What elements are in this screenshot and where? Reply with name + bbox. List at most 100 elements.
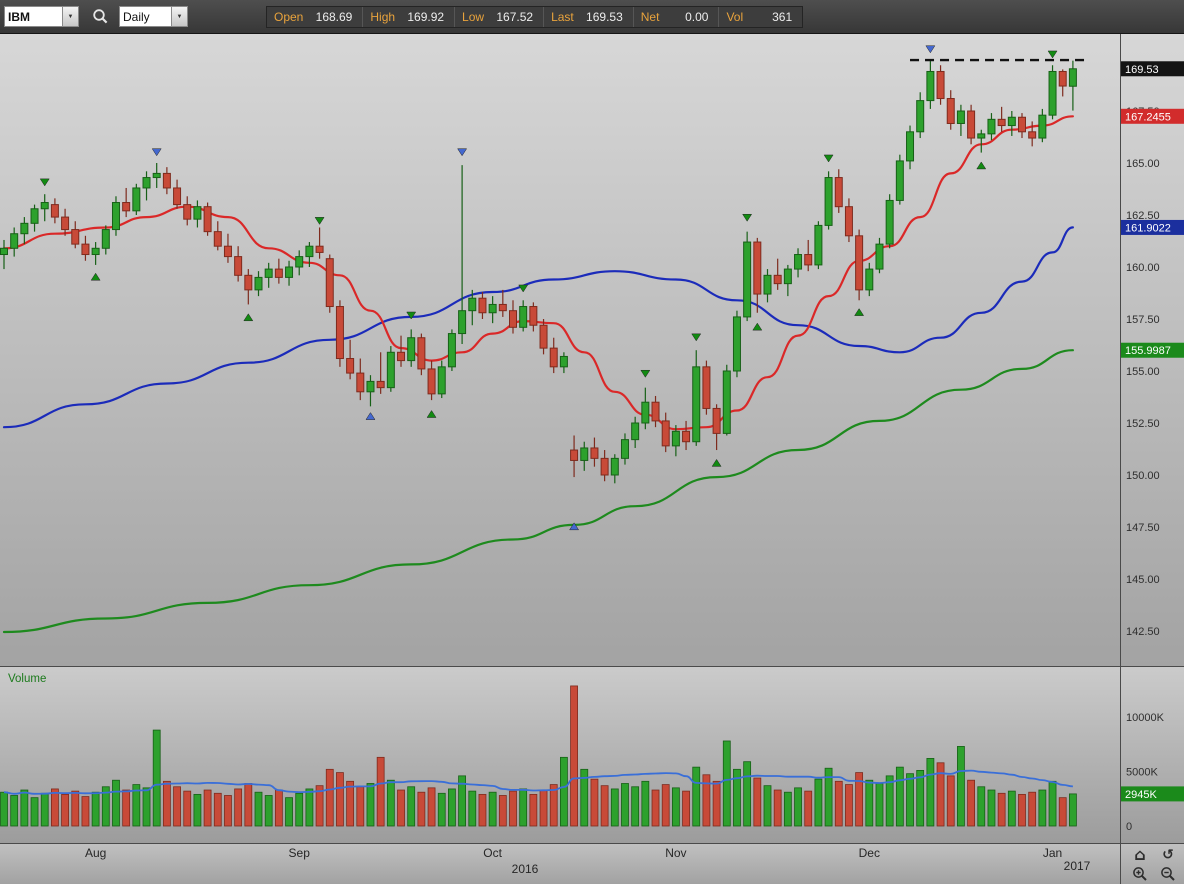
signal-arrow [39,178,50,187]
candle-body [1018,116,1026,133]
candle-body [213,231,222,247]
volume-bar [529,793,538,827]
price-tick: 142.50 [1126,626,1160,638]
symbol-dropdown-button[interactable]: ▼ [62,6,79,27]
volume-bar [142,787,151,827]
price-tick: 147.50 [1126,522,1160,534]
volume-ma-line [3,769,1073,795]
candle-body [447,333,456,368]
axes: 167.50165.00162.50160.00157.50155.00152.… [8,61,1184,876]
candle-body [81,243,90,256]
volume-bar [580,768,589,827]
volume-bar [10,795,19,827]
volume-bar [967,779,975,827]
candle-body [956,110,965,124]
volume-bar [794,787,802,827]
home-icon[interactable]: ⌂ [1134,844,1146,864]
candle-body [590,447,599,459]
signal-arrow [314,217,325,225]
quote-label: Open [274,9,304,24]
candle-body [631,422,640,441]
zoom-in-icon[interactable] [1131,865,1149,883]
volume-bar [112,779,120,827]
candle-body [356,372,365,393]
candle-body [71,229,80,245]
volume-bar [763,785,772,827]
candle-body [529,306,538,326]
timeframe-input[interactable] [119,6,171,27]
candle-body [122,202,131,212]
candle-body [325,258,334,308]
volume-bar [122,789,131,827]
volume-bar [733,768,741,827]
candle-body [397,351,406,362]
volume-bar [1038,789,1047,827]
candle-body [40,202,49,210]
volume-bar [213,792,222,827]
volume-bar [651,789,660,827]
candle-body [824,177,833,226]
volume-bar [895,766,904,827]
search-button[interactable] [87,5,113,29]
zoom-out-icon[interactable] [1159,865,1177,883]
undo-icon[interactable]: ↺ [1162,846,1174,863]
volume-bar [671,787,680,827]
price-tick: 145.00 [1126,574,1160,586]
signal-arrow [426,410,437,418]
chevron-down-icon: ▼ [67,13,74,20]
ma-fast-badge [1121,108,1184,124]
volume-badge-text: 2945K [1125,789,1157,801]
symbol-input[interactable] [4,6,62,27]
chart-canvas[interactable]: 167.50165.00162.50160.00157.50155.00152.… [0,34,1184,884]
price-tick: 157.50 [1126,314,1160,326]
volume-bar [305,788,314,827]
ma-slow-badge-text: 155.9987 [1125,345,1171,357]
candle-body [101,229,110,249]
volume-bar [478,793,487,827]
candle-body [610,457,619,476]
volume-bar [1048,780,1057,827]
volume-bar [366,783,375,827]
quote-field-low: Low 167.52 [454,6,543,27]
signal-arrow [457,148,468,157]
timeframe-combo: ▼ [119,6,188,27]
quote-field-net: Net 0.00 [632,6,719,27]
volume-bars [0,685,1077,827]
candle-body [1007,116,1016,127]
candle-body [885,199,894,245]
candle-body [0,247,8,256]
volume-bar [71,790,80,827]
volume-bar [906,773,914,827]
volume-bar [397,789,405,827]
candle-body [620,439,629,459]
signal-arrow [742,213,753,222]
volume-bar [40,792,49,827]
volume-bar [1007,790,1016,827]
candle-body [407,337,416,362]
volume-bar [1028,791,1037,827]
volume-bar [936,762,945,827]
signal-arrow [976,161,987,170]
signal-arrow [569,522,580,531]
volume-bar [427,787,436,827]
chevron-down-icon: ▼ [176,13,183,20]
candle-body [509,310,517,328]
candle-body [539,324,548,349]
volume-bar [498,795,507,827]
candle-body [732,316,741,372]
volume-bar [519,788,528,827]
timeframe-dropdown-button[interactable]: ▼ [171,6,188,27]
volume-tick: 5000K [1126,767,1158,779]
signal-arrow [151,148,162,157]
candle-body [376,380,385,389]
candle-body [651,401,660,422]
volume-bar [51,788,59,827]
candle-body [906,131,915,162]
candle-body [804,254,813,266]
month-label: Jan [1043,846,1062,860]
candle-body [1028,131,1037,139]
signal-arrow [925,45,936,54]
volume-bar [407,786,416,827]
candle-body [794,254,803,270]
volume-bar [834,780,843,827]
